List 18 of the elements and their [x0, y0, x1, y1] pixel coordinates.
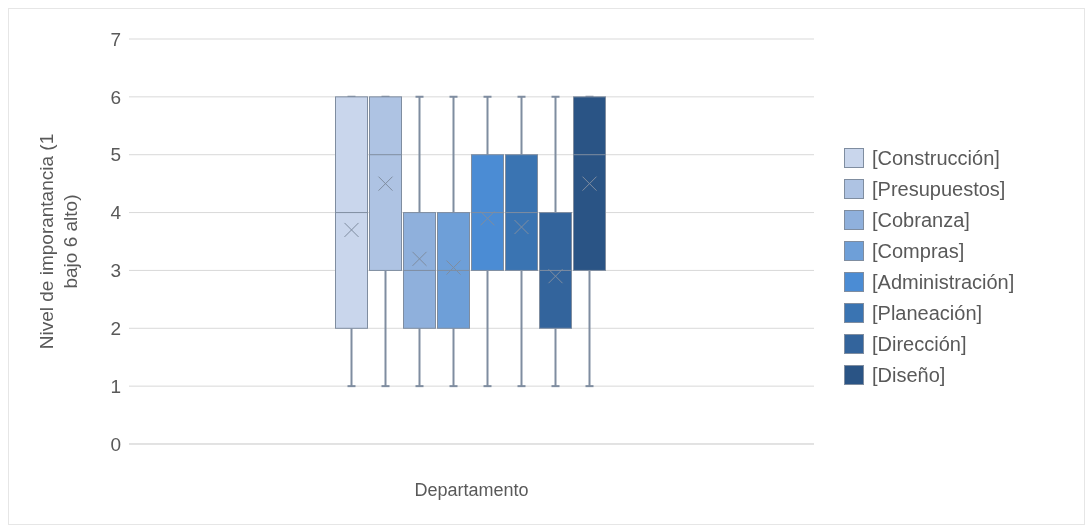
y-tick-label: 3	[110, 260, 121, 282]
legend-label: [Dirección]	[872, 331, 967, 357]
legend-label: [Presupuestos]	[872, 176, 1006, 202]
y-tick-label: 4	[110, 202, 122, 224]
y-tick-label: 2	[110, 318, 121, 340]
legend-label: [Cobranza]	[872, 207, 970, 233]
x-axis-title: Departamento	[414, 480, 529, 500]
y-axis-title: Nivel de imporantancia (1 bajo 6 alto)	[36, 133, 81, 350]
legend-label: [Diseño]	[872, 362, 946, 388]
y-tick-label: 7	[110, 28, 121, 50]
legend-label: [Planeación]	[872, 300, 983, 326]
y-tick-label: 0	[110, 433, 121, 455]
legend-label: [Compras]	[872, 238, 965, 264]
y-tick-label: 5	[110, 144, 121, 166]
y-tick-label: 6	[110, 86, 121, 108]
legend-label: [Administración]	[872, 269, 1015, 295]
y-tick-label: 1	[110, 375, 121, 397]
legend-label: [Construcción]	[872, 145, 1000, 171]
